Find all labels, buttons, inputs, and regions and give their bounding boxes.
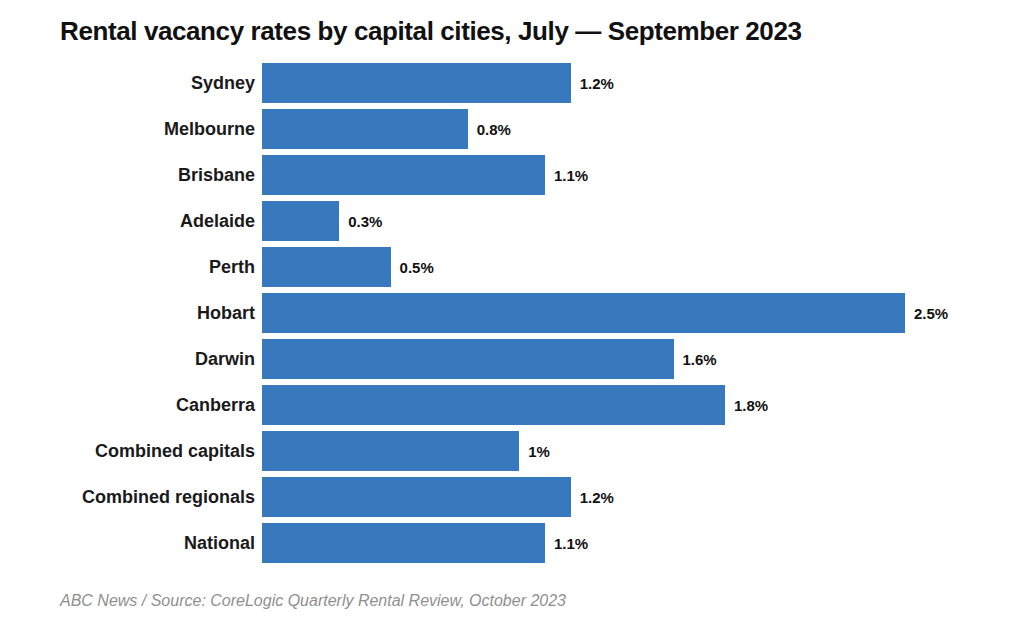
- bar: [262, 247, 391, 287]
- category-label: Melbourne: [60, 119, 262, 140]
- category-label: National: [60, 533, 262, 554]
- bar: [262, 63, 571, 103]
- bar: [262, 339, 674, 379]
- category-label: Perth: [60, 257, 262, 278]
- category-label: Brisbane: [60, 165, 262, 186]
- value-label: 1.2%: [580, 75, 614, 92]
- category-label: Adelaide: [60, 211, 262, 232]
- value-label: 2.5%: [914, 305, 948, 322]
- bar-row: Adelaide 0.3%: [60, 201, 980, 241]
- category-label: Canberra: [60, 395, 262, 416]
- value-label: 1.1%: [554, 535, 588, 552]
- bar-row: Melbourne 0.8%: [60, 109, 980, 149]
- bar-row: National 1.1%: [60, 523, 980, 563]
- category-label: Combined capitals: [60, 441, 262, 462]
- bar-row: Combined regionals 1.2%: [60, 477, 980, 517]
- value-label: 1.2%: [580, 489, 614, 506]
- bar-row: Canberra 1.8%: [60, 385, 980, 425]
- bar-row: Darwin 1.6%: [60, 339, 980, 379]
- source-attribution: ABC News / Source: CoreLogic Quarterly R…: [60, 592, 566, 610]
- bar: [262, 155, 545, 195]
- chart-title: Rental vacancy rates by capital cities, …: [60, 16, 802, 47]
- value-label: 1%: [528, 443, 550, 460]
- bar-row: Sydney 1.2%: [60, 63, 980, 103]
- value-label: 0.8%: [477, 121, 511, 138]
- value-label: 0.3%: [348, 213, 382, 230]
- value-label: 1.1%: [554, 167, 588, 184]
- bar-chart: Sydney 1.2% Melbourne 0.8% Brisbane 1.1% Adela…: [60, 63, 980, 569]
- bar: [262, 431, 519, 471]
- value-label: 1.6%: [683, 351, 717, 368]
- bar: [262, 477, 571, 517]
- bar: [262, 385, 725, 425]
- chart-page: Rental vacancy rates by capital cities, …: [0, 0, 1024, 637]
- category-label: Hobart: [60, 303, 262, 324]
- category-label: Combined regionals: [60, 487, 262, 508]
- bar-row: Hobart 2.5%: [60, 293, 980, 333]
- bar-row: Perth 0.5%: [60, 247, 980, 287]
- category-label: Darwin: [60, 349, 262, 370]
- bar: [262, 109, 468, 149]
- bar: [262, 523, 545, 563]
- value-label: 0.5%: [400, 259, 434, 276]
- bar: [262, 293, 905, 333]
- category-label: Sydney: [60, 73, 262, 94]
- bar-row: Combined capitals 1%: [60, 431, 980, 471]
- bar-row: Brisbane 1.1%: [60, 155, 980, 195]
- bar: [262, 201, 339, 241]
- value-label: 1.8%: [734, 397, 768, 414]
